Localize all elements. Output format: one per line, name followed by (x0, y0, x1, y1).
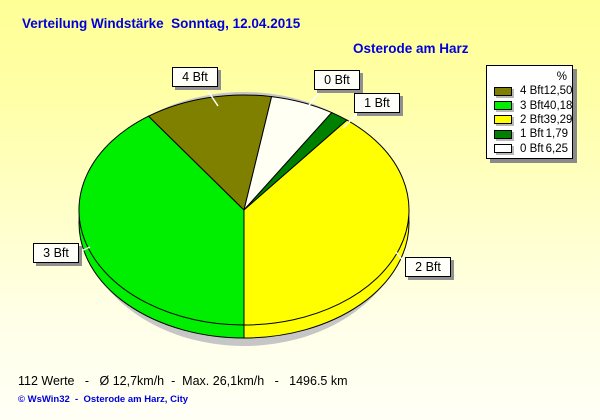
legend-swatch-1-bft (494, 129, 512, 139)
callout-label-3-bft: 3 Bft (33, 243, 79, 263)
legend-swatch-0-bft (494, 144, 512, 154)
legend-row-4-bft: 4 Bft 12,50 (487, 84, 572, 98)
legend-label: 0 Bft (520, 142, 544, 155)
pie-segment-2-bft (243, 119, 410, 326)
callout-label-2-bft: 2 Bft (405, 257, 451, 277)
legend-label: 2 Bft (520, 113, 544, 126)
legend-header-percent: % (556, 71, 567, 83)
callout-label-1-bft: 1 Bft (354, 93, 400, 113)
legend-value: 1,79 (545, 128, 568, 141)
page-title: Verteilung Windstärke Sonntag, 12.04.201… (22, 16, 301, 31)
copyright-line: © WsWin32 - Osterode am Harz, City (18, 394, 189, 405)
legend-label: 3 Bft (520, 99, 544, 112)
legend-swatch-2-bft (494, 115, 512, 125)
legend-label: 4 Bft (520, 85, 544, 98)
legend-swatch-3-bft (494, 101, 512, 111)
legend-value: 39,29 (543, 113, 573, 126)
legend-value: 12,50 (543, 85, 573, 98)
legend-row-0-bft: 0 Bft 6,25 (487, 142, 572, 156)
station-name: Osterode am Harz (353, 41, 469, 56)
legend-row-1-bft: 1 Bft 1,79 (487, 127, 572, 141)
callout-label-0-bft: 0 Bft (314, 70, 360, 90)
callout-leader-2-bft (395, 251, 405, 263)
legend-value: 6,25 (545, 142, 568, 155)
callout-leader-1-bft (342, 113, 358, 129)
callout-leader-4-bft (205, 87, 219, 107)
legend-swatch-4-bft (494, 86, 512, 96)
callout-label-4-bft: 4 Bft (172, 67, 218, 87)
legend-label: 1 Bft (520, 128, 544, 141)
stats-line: 112 Werte - Ø 12,7km/h - Max. 26,1km/h -… (18, 374, 348, 388)
legend-value: 40,18 (543, 99, 573, 112)
legend: % 4 Bft 12,50 3 Bft 40,18 2 Bft 39,29 1 Bft 1,7… (486, 65, 573, 159)
legend-row-2-bft: 2 Bft 39,29 (487, 113, 572, 127)
callout-leader-3-bft (78, 246, 91, 253)
pie-segment-3-bft (78, 115, 245, 326)
legend-rows: 4 Bft 12,50 3 Bft 40,18 2 Bft 39,29 1 Bft 1,79 0… (487, 84, 572, 156)
callout-leader-0-bft (306, 90, 321, 109)
legend-row-3-bft: 3 Bft 40,18 (487, 98, 572, 112)
pie-segment-4-bft (147, 94, 273, 211)
